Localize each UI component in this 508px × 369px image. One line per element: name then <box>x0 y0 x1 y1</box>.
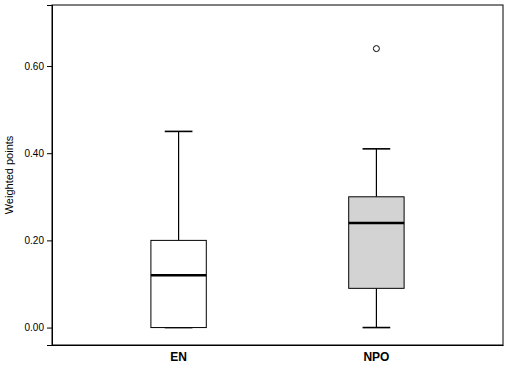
x-tick: EN <box>170 345 187 364</box>
y-tick-mark <box>47 66 52 67</box>
box-group <box>151 131 206 327</box>
whisker-upper <box>376 149 377 197</box>
y-tick-label: 0.60 <box>25 61 45 72</box>
whisker-cap-upper <box>165 131 193 133</box>
y-tick: 0.00 <box>25 322 52 333</box>
y-tick-mark <box>47 240 52 241</box>
y-tick-mark <box>47 328 52 329</box>
y-tick-mark <box>47 153 52 154</box>
x-tick-label: NPO <box>363 350 389 364</box>
box <box>151 240 206 327</box>
y-tick: 0.40 <box>25 148 52 159</box>
median <box>349 222 404 225</box>
x-axis: EN NPO <box>53 345 504 364</box>
plot-area: 0.00 0.20 0.40 0.60 EN NPO <box>25 5 504 364</box>
whisker-cap-lower <box>363 327 391 329</box>
whisker-lower <box>376 288 377 327</box>
y-tick-label: 0.20 <box>25 235 45 246</box>
y-tick-label: 0.00 <box>25 322 45 333</box>
y-axis-line <box>47 6 53 346</box>
whisker-upper <box>178 131 179 240</box>
y-axis: 0.00 0.20 0.40 0.60 <box>25 6 53 346</box>
y-axis-title: Weighted points <box>3 135 15 214</box>
y-tick: 0.60 <box>25 61 52 72</box>
x-tick-label: EN <box>170 350 187 364</box>
box <box>349 197 404 289</box>
median <box>151 274 206 277</box>
x-axis-line <box>53 345 504 346</box>
plot-frame <box>52 5 503 345</box>
boxes <box>151 46 404 328</box>
y-tick: 0.20 <box>25 235 52 246</box>
box-group <box>349 46 404 328</box>
chart-svg: 0.00 0.20 0.40 0.60 EN NPO Weighted points <box>0 0 508 369</box>
x-tick: NPO <box>363 345 389 364</box>
y-tick-label: 0.40 <box>25 148 45 159</box>
outlier <box>373 46 379 52</box>
whisker-cap-upper <box>363 148 391 150</box>
